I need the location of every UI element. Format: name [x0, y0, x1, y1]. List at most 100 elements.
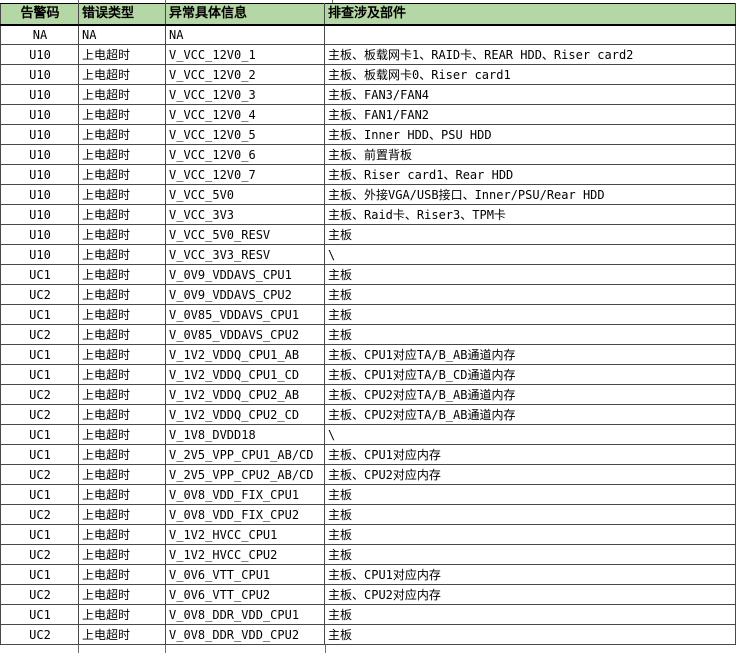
- table-row: UC1 上电超时 V_0V85_VDDAVS_CPU1 主板: [0, 304, 736, 325]
- cell-components: \: [324, 244, 736, 265]
- cell-components: 主板、外接VGA/USB接口、Inner/PSU/Rear HDD: [324, 184, 736, 205]
- cell-components: 主板、板载网卡0、Riser card1: [324, 64, 736, 85]
- cell-components: 主板: [324, 284, 736, 305]
- cell-alarm-code: NA: [0, 24, 79, 45]
- cell-alarm-code: U10: [0, 64, 79, 85]
- cell-alarm-code: U10: [0, 104, 79, 125]
- table-row: UC1 上电超时 V_0V9_VDDAVS_CPU1 主板: [0, 264, 736, 285]
- cell-alarm-code: U10: [0, 184, 79, 205]
- cell-components: 主板: [324, 224, 736, 245]
- table-row: UC2 上电超时 V_1V2_HVCC_CPU2 主板: [0, 544, 736, 565]
- cell-components: 主板: [324, 484, 736, 505]
- cell-signal-info: V_VCC_12V0_4: [165, 104, 325, 125]
- cell-error-type: 上电超时: [78, 324, 166, 345]
- cell-alarm-code: U10: [0, 44, 79, 65]
- cell-error-type: 上电超时: [78, 384, 166, 405]
- cell-alarm-code: U10: [0, 144, 79, 165]
- grid-line: [165, 0, 166, 3]
- table-row: UC2 上电超时 V_0V8_DDR_VDD_CPU2 主板: [0, 624, 736, 645]
- cell-components: 主板、CPU2对应内存: [324, 584, 736, 605]
- table-row: UC1 上电超时 V_1V2_VDDQ_CPU1_AB 主板、CPU1对应TA/…: [0, 344, 736, 365]
- cell-alarm-code: U10: [0, 204, 79, 225]
- cell-signal-info: V_VCC_3V3: [165, 204, 325, 225]
- table-row: U10 上电超时 V_VCC_12V0_1 主板、板载网卡1、RAID卡、REA…: [0, 44, 736, 65]
- table-row: UC2 上电超时 V_1V2_VDDQ_CPU2_AB 主板、CPU2对应TA/…: [0, 384, 736, 405]
- cell-error-type: 上电超时: [78, 364, 166, 385]
- cell-error-type: 上电超时: [78, 124, 166, 145]
- cell-components: 主板、板载网卡1、RAID卡、REAR HDD、Riser card2: [324, 44, 736, 65]
- cell-error-type: 上电超时: [78, 344, 166, 365]
- table-row: UC2 上电超时 V_0V6_VTT_CPU2 主板、CPU2对应内存: [0, 584, 736, 605]
- cell-components: 主板: [324, 544, 736, 565]
- cell-alarm-code: UC1: [0, 524, 79, 545]
- cell-signal-info: V_1V2_VDDQ_CPU1_CD: [165, 364, 325, 385]
- cell-components: 主板、CPU2对应内存: [324, 464, 736, 485]
- table-row: UC1 上电超时 V_0V8_VDD_FIX_CPU1 主板: [0, 484, 736, 505]
- cell-signal-info: V_VCC_3V3_RESV: [165, 244, 325, 265]
- table-row: U10 上电超时 V_VCC_5V0_RESV 主板: [0, 224, 736, 245]
- cell-components: 主板: [324, 524, 736, 545]
- table-row: UC1 上电超时 V_1V8_DVDD18 \: [0, 424, 736, 445]
- table-row: UC2 上电超时 V_0V8_VDD_FIX_CPU2 主板: [0, 504, 736, 525]
- table-row: U10 上电超时 V_VCC_12V0_3 主板、FAN3/FAN4: [0, 84, 736, 105]
- cell-components: 主板: [324, 624, 736, 645]
- cell-alarm-code: UC2: [0, 584, 79, 605]
- cell-alarm-code: UC2: [0, 544, 79, 565]
- cell-signal-info: V_0V8_DDR_VDD_CPU1: [165, 604, 325, 625]
- cell-alarm-code: UC2: [0, 284, 79, 305]
- cell-signal-info: V_VCC_12V0_7: [165, 164, 325, 185]
- grid-line: [78, 0, 79, 3]
- cell-error-type: 上电超时: [78, 424, 166, 445]
- cell-components: 主板、Riser card1、Rear HDD: [324, 164, 736, 185]
- table-row: UC2 上电超时 V_0V85_VDDAVS_CPU2 主板: [0, 324, 736, 345]
- cell-signal-info: V_0V8_VDD_FIX_CPU1: [165, 484, 325, 505]
- grid-sliver-bottom: [0, 645, 737, 653]
- cell-signal-info: V_VCC_12V0_2: [165, 64, 325, 85]
- cell-error-type: 上电超时: [78, 104, 166, 125]
- alarm-table: 告警码 错误类型 异常具体信息 排查涉及部件 NA NA NA U10 上电超时…: [0, 3, 736, 645]
- cell-signal-info: V_1V2_VDDQ_CPU2_CD: [165, 404, 325, 425]
- cell-alarm-code: UC2: [0, 464, 79, 485]
- cell-error-type: 上电超时: [78, 284, 166, 305]
- cell-alarm-code: U10: [0, 124, 79, 145]
- cell-signal-info: V_1V2_VDDQ_CPU2_AB: [165, 384, 325, 405]
- cell-signal-info: V_0V6_VTT_CPU1: [165, 564, 325, 585]
- cell-signal-info: V_0V8_DDR_VDD_CPU2: [165, 624, 325, 645]
- table-row: U10 上电超时 V_VCC_12V0_4 主板、FAN1/FAN2: [0, 104, 736, 125]
- cell-components: 主板: [324, 264, 736, 285]
- grid-line: [78, 645, 79, 653]
- cell-error-type: 上电超时: [78, 624, 166, 645]
- cell-components: 主板、CPU1对应TA/B_CD通道内存: [324, 364, 736, 385]
- table-body: NA NA NA U10 上电超时 V_VCC_12V0_1 主板、板载网卡1、…: [0, 24, 736, 645]
- cell-error-type: 上电超时: [78, 184, 166, 205]
- cell-error-type: 上电超时: [78, 604, 166, 625]
- cell-signal-info: NA: [165, 24, 325, 45]
- table-row: UC1 上电超时 V_0V6_VTT_CPU1 主板、CPU1对应内存: [0, 564, 736, 585]
- cell-signal-info: V_VCC_12V0_5: [165, 124, 325, 145]
- cell-error-type: 上电超时: [78, 164, 166, 185]
- cell-alarm-code: UC1: [0, 304, 79, 325]
- cell-signal-info: V_2V5_VPP_CPU2_AB/CD: [165, 464, 325, 485]
- cell-components: 主板、FAN1/FAN2: [324, 104, 736, 125]
- cell-alarm-code: UC1: [0, 424, 79, 445]
- cell-signal-info: V_0V85_VDDAVS_CPU2: [165, 324, 325, 345]
- cell-alarm-code: UC2: [0, 384, 79, 405]
- cell-error-type: 上电超时: [78, 224, 166, 245]
- cell-error-type: 上电超时: [78, 404, 166, 425]
- grid-line: [165, 645, 166, 653]
- grid-sliver-top: [0, 0, 737, 3]
- cell-signal-info: V_1V2_HVCC_CPU1: [165, 524, 325, 545]
- cell-error-type: NA: [78, 24, 166, 45]
- cell-alarm-code: UC1: [0, 264, 79, 285]
- column-header-error-type: 错误类型: [78, 3, 166, 26]
- cell-error-type: 上电超时: [78, 544, 166, 565]
- cell-error-type: 上电超时: [78, 204, 166, 225]
- cell-signal-info: V_VCC_12V0_3: [165, 84, 325, 105]
- cell-signal-info: V_VCC_5V0: [165, 184, 325, 205]
- table-row: U10 上电超时 V_VCC_3V3 主板、Raid卡、Riser3、TPM卡: [0, 204, 736, 225]
- cell-signal-info: V_0V85_VDDAVS_CPU1: [165, 304, 325, 325]
- grid-line: [325, 645, 326, 653]
- table-row: U10 上电超时 V_VCC_12V0_7 主板、Riser card1、Rea…: [0, 164, 736, 185]
- cell-signal-info: V_VCC_12V0_6: [165, 144, 325, 165]
